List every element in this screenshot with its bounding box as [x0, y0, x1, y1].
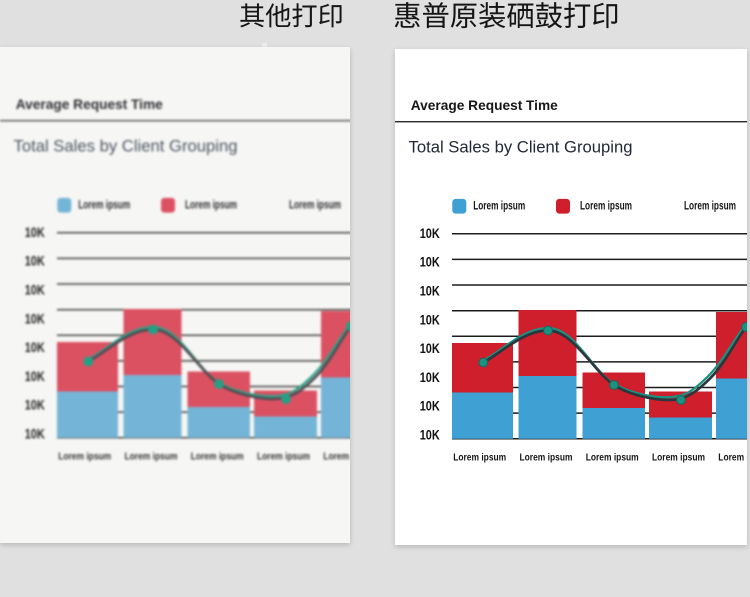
svg-text:Average Request Time: Average Request Time: [411, 97, 558, 113]
svg-text:10K: 10K: [25, 283, 45, 298]
svg-text:Lorem ipsum: Lorem ipsum: [289, 197, 341, 211]
svg-text:10K: 10K: [420, 428, 440, 443]
svg-text:10K: 10K: [25, 254, 45, 269]
svg-text:10K: 10K: [25, 398, 45, 413]
svg-text:Lorem ipsum: Lorem ipsum: [191, 451, 244, 463]
svg-text:Total Sales by Client Grouping: Total Sales by Client Grouping: [409, 138, 633, 157]
svg-text:10K: 10K: [420, 399, 440, 414]
svg-text:10K: 10K: [420, 341, 440, 356]
svg-text:Lorem ipsum: Lorem ipsum: [473, 198, 525, 212]
svg-text:10K: 10K: [25, 225, 45, 240]
svg-text:10K: 10K: [25, 340, 45, 355]
svg-text:Lorem ipsum: Lorem ipsum: [684, 198, 736, 212]
svg-text:Lorem ipsum: Lorem ipsum: [125, 451, 178, 463]
svg-text:Lorem ipsum: Lorem ipsum: [520, 452, 573, 464]
svg-text:Lorem ipsum: Lorem ipsum: [78, 197, 130, 211]
svg-text:Lorem ipsum: Lorem ipsum: [718, 452, 747, 464]
svg-text:Lorem ipsum: Lorem ipsum: [257, 451, 310, 463]
svg-text:Lorem ipsum: Lorem ipsum: [586, 452, 639, 464]
svg-text:Average Request Time: Average Request Time: [16, 96, 163, 112]
svg-text:Lorem ipsum: Lorem ipsum: [323, 451, 350, 463]
svg-text:Lorem ipsum: Lorem ipsum: [580, 198, 632, 212]
svg-text:10K: 10K: [25, 311, 45, 326]
svg-text:10K: 10K: [420, 284, 440, 299]
svg-text:10K: 10K: [25, 427, 45, 442]
svg-text:Lorem ipsum: Lorem ipsum: [453, 452, 506, 464]
svg-text:Lorem ipsum: Lorem ipsum: [58, 451, 111, 463]
svg-text:10K: 10K: [420, 226, 440, 241]
svg-text:10K: 10K: [420, 255, 440, 270]
svg-text:10K: 10K: [25, 369, 45, 384]
svg-text:Total Sales by Client Grouping: Total Sales by Client Grouping: [14, 137, 238, 156]
svg-text:Lorem ipsum: Lorem ipsum: [185, 197, 237, 211]
svg-text:Lorem ipsum: Lorem ipsum: [652, 452, 705, 464]
svg-text:10K: 10K: [420, 312, 440, 327]
svg-text:10K: 10K: [420, 370, 440, 385]
